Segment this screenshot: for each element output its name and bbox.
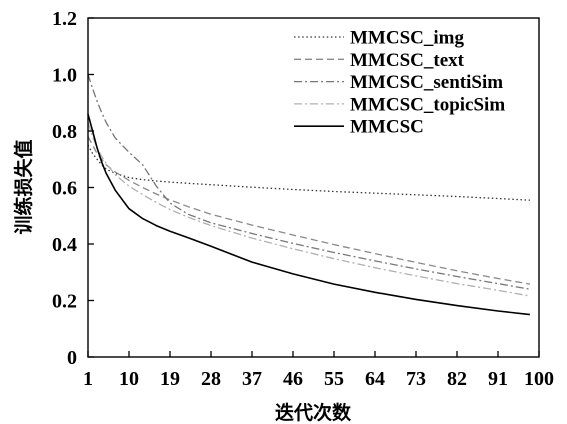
x-tick-label: 73 <box>406 368 426 390</box>
series-line-mmcsc-text <box>87 136 531 285</box>
legend-label: MMCSC_sentiSim <box>350 72 503 93</box>
y-tick-label: 1.0 <box>52 65 77 87</box>
legend-item: MMCSC_topicSim <box>294 94 505 115</box>
y-tick-label: 0.6 <box>52 178 77 200</box>
x-tick-label: 100 <box>524 368 554 390</box>
y-tick-label: 0.2 <box>52 291 77 313</box>
x-tick-label: 19 <box>160 368 180 390</box>
legend-label: MMCSC_text <box>350 50 465 71</box>
legend-item: MMCSC_text <box>294 50 465 71</box>
x-tick-label: 64 <box>365 368 385 390</box>
y-axis-title: 训练损失值 <box>12 139 35 234</box>
legend-label: MMCSC <box>350 117 424 138</box>
x-tick-label: 28 <box>201 368 221 390</box>
y-tick-label: 0 <box>67 347 77 369</box>
x-tick-label: 82 <box>447 368 467 390</box>
series-line-mmcsc <box>87 113 530 316</box>
y-tick-label: 0.4 <box>52 234 77 256</box>
y-tick-label: 1.2 <box>52 8 77 30</box>
x-axis: 1 10 19 28 37 46 55 64 73 82 91 100 <box>83 351 554 390</box>
legend-item: MMCSC_img <box>294 28 464 49</box>
x-tick-label: 1 <box>83 368 93 390</box>
series-layer <box>87 74 531 316</box>
legend-label: MMCSC_img <box>350 28 464 49</box>
plot-frame <box>87 17 540 358</box>
legend-item: MMCSC <box>294 117 424 138</box>
x-tick-label: 91 <box>488 368 508 390</box>
x-tick-label: 46 <box>283 368 303 390</box>
series-line-mmcsc-img <box>87 144 530 201</box>
y-axis: 0 0.2 0.4 0.6 0.8 1.0 1.2 <box>52 8 94 369</box>
legend-label: MMCSC_topicSim <box>350 94 505 115</box>
series-line-mmcsc-sentisim <box>87 74 531 290</box>
x-axis-title: 迭代次数 <box>275 401 352 424</box>
x-tick-label: 37 <box>242 368 262 390</box>
series-line-mmcsc-topicsim <box>87 122 531 297</box>
x-tick-label: 55 <box>324 368 344 390</box>
legend: MMCSC_imgMMCSC_textMMCSC_sentiSimMMCSC_t… <box>294 28 505 138</box>
y-tick-label: 0.8 <box>52 121 77 143</box>
x-tick-label: 10 <box>119 368 139 390</box>
legend-item: MMCSC_sentiSim <box>294 72 503 93</box>
